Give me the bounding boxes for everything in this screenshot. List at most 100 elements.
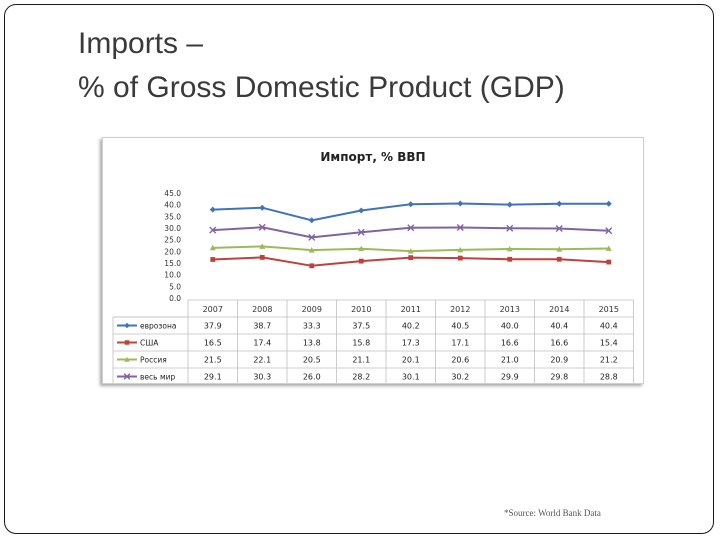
data-point — [124, 356, 130, 362]
slide-title-line1: Imports – — [78, 27, 204, 60]
data-label: 40.0 — [501, 322, 519, 331]
data-point — [124, 340, 130, 345]
y-tick-label: 45.0 — [164, 189, 181, 198]
x-tick-label: 2010 — [351, 305, 371, 314]
data-point — [209, 206, 216, 213]
data-label: 29.8 — [550, 373, 568, 382]
data-point — [605, 227, 613, 235]
data-label: 40.2 — [402, 322, 420, 331]
legend-label: США — [140, 339, 159, 348]
y-tick-label: 5.0 — [169, 282, 181, 291]
data-point — [259, 204, 266, 211]
data-label: 13.8 — [303, 339, 321, 348]
data-point — [123, 373, 131, 380]
data-label: 16.5 — [204, 339, 222, 348]
y-tick-label: 0.0 — [169, 294, 181, 303]
data-label: 20.6 — [451, 356, 469, 365]
data-point — [407, 248, 414, 254]
x-tick-label: 2009 — [302, 305, 322, 314]
y-tick-label: 35.0 — [164, 212, 181, 221]
data-point — [308, 247, 315, 253]
data-label: 21.5 — [204, 356, 222, 365]
data-point — [408, 255, 414, 261]
data-point — [456, 224, 464, 232]
data-label: 38.7 — [253, 322, 271, 331]
x-tick-label: 2015 — [599, 305, 619, 314]
data-point — [556, 246, 563, 252]
chart-svg: Импорт, % ВВП 0.0 5.0 10.0 15.0 20.0 25.0 30.0 3… — [112, 150, 634, 383]
data-point — [606, 259, 612, 265]
data-point — [407, 224, 415, 232]
data-label: 21.0 — [501, 356, 519, 365]
data-label: 29.9 — [501, 373, 519, 382]
data-label: 29.1 — [204, 373, 222, 382]
chart-title: Импорт, % ВВП — [320, 150, 425, 164]
data-point — [308, 233, 316, 241]
data-label: 22.1 — [253, 356, 271, 365]
data-point — [358, 207, 365, 214]
x-tick-label: 2013 — [500, 305, 520, 314]
y-tick-label: 20.0 — [164, 247, 181, 256]
data-point — [605, 200, 612, 207]
data-label: 21.2 — [600, 356, 618, 365]
data-point — [357, 228, 365, 236]
data-point — [556, 256, 562, 262]
data-point — [407, 201, 414, 208]
data-point — [259, 255, 265, 260]
legend-label: весь мир — [140, 373, 175, 382]
data-point — [258, 223, 266, 231]
x-tick-label: 2011 — [401, 305, 421, 314]
data-point — [124, 322, 130, 329]
data-point — [457, 200, 464, 207]
data-label: 40.4 — [550, 322, 568, 331]
data-label: 20.1 — [402, 356, 420, 365]
data-label: 21.1 — [352, 356, 370, 365]
data-label: 40.5 — [451, 322, 469, 331]
y-tick-label: 25.0 — [164, 236, 181, 245]
y-tick-label: 10.0 — [164, 271, 181, 280]
data-label: 40.4 — [600, 322, 618, 331]
data-label: 16.6 — [550, 339, 568, 348]
data-point — [210, 257, 216, 262]
slide-title-line2: % of Gross Domestic Product (GDP) — [78, 71, 565, 104]
x-tick-label: 2012 — [450, 305, 470, 314]
data-label: 20.5 — [303, 356, 321, 365]
data-label: 30.2 — [451, 373, 469, 382]
x-tick-label: 2007 — [203, 305, 223, 314]
data-point — [506, 201, 513, 208]
slide-title: Imports – % of Gross Domestic Product (G… — [78, 22, 565, 110]
data-label: 15.4 — [600, 339, 618, 348]
data-label: 15.8 — [352, 339, 370, 348]
data-point — [556, 200, 563, 207]
data-point — [209, 244, 216, 251]
data-point — [605, 245, 612, 251]
data-label: 17.1 — [451, 339, 469, 348]
y-tick-label: 40.0 — [164, 201, 181, 210]
y-tick-label: 30.0 — [164, 224, 181, 233]
x-tick-label: 2008 — [252, 305, 272, 314]
chart-container: Импорт, % ВВП 0.0 5.0 10.0 15.0 20.0 25.0 30.0 3… — [102, 137, 644, 384]
data-label: 28.8 — [600, 373, 618, 382]
legend-label: Россия — [140, 356, 167, 365]
data-label: 33.3 — [303, 322, 321, 331]
data-point — [555, 224, 563, 232]
data-label: 26.0 — [303, 373, 321, 382]
data-label: 37.9 — [204, 322, 222, 331]
data-label: 17.3 — [402, 339, 420, 348]
data-label: 20.9 — [550, 356, 568, 365]
series-line — [212, 226, 609, 239]
data-label: 28.2 — [352, 373, 370, 382]
data-point — [308, 217, 315, 224]
y-tick-label: 15.0 — [164, 259, 181, 268]
data-label: 30.1 — [402, 373, 420, 382]
data-label: 30.3 — [253, 373, 271, 382]
data-point — [506, 246, 513, 252]
data-point — [358, 245, 365, 252]
source-note: *Source: World Bank Data — [504, 508, 601, 518]
data-point — [358, 258, 364, 264]
data-point — [507, 256, 513, 262]
data-point — [259, 243, 266, 249]
data-point — [309, 263, 315, 269]
data-label: 16.6 — [501, 339, 519, 348]
data-point — [457, 246, 464, 253]
